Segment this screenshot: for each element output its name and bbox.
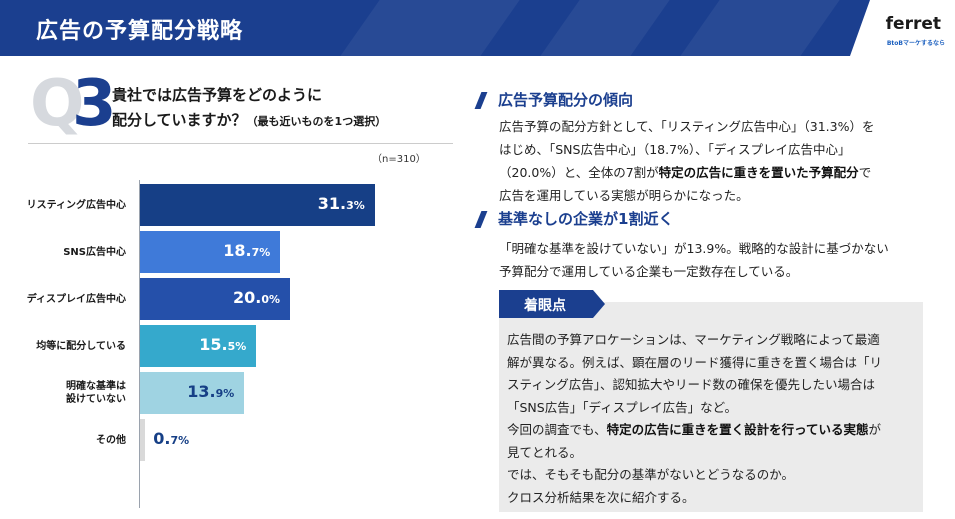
bar-value-suffix: 3% <box>346 199 365 212</box>
category-label: ディスプレイ広告中心 <box>8 293 126 306</box>
bar-value-label: 15.5% <box>199 335 246 354</box>
bar-value-suffix: 9% <box>215 387 235 400</box>
category-label-line: リスティング広告中心 <box>26 199 126 211</box>
section2-heading: 基準なしの企業が1割近く <box>498 210 674 228</box>
category-label-line: 設けていない <box>66 394 126 405</box>
section1-text: 広告予算の配分方針として、「リスティング広告中心」（31.3%）を はじめ、「S… <box>499 115 874 207</box>
bar-chart: リスティング広告中心 31.3% SNS広告中心 18.7% ディスプレイ広告中心 20.… <box>0 170 460 515</box>
bar-value-number: 13. <box>187 382 216 401</box>
bar <box>140 419 146 461</box>
header-stripe <box>680 0 840 56</box>
callout-line: クロス分析結果を次に紹介する。 <box>507 489 695 505</box>
category-label-line: 明確な基準は <box>66 381 126 392</box>
page-title: 広告の予算配分戦略 <box>36 19 244 44</box>
section1-text-span: で <box>858 165 872 180</box>
bar-value-suffix: 7% <box>251 246 271 259</box>
section1-emphasis: 特定の広告に重きを置いた予算配分 <box>658 165 859 180</box>
category-label: 均等に配分している <box>8 340 126 353</box>
callout-line: では、そもそも配分の基準がないとどうなるのか。 <box>507 467 795 482</box>
section1-line: 広告予算の配分方針として、「リスティング広告中心」（31.3%）を <box>499 119 875 134</box>
category-label: SNS広告中心 <box>8 246 126 259</box>
category-label-line: その他 <box>96 434 126 446</box>
logo-panel: ferret BtoBマーケするなら <box>850 0 955 56</box>
section1-heading: 広告予算配分の傾向 <box>498 91 634 109</box>
chart-axis-line <box>139 180 140 508</box>
question-text: 貴社では広告予算をどのように 配分していますか？（最も近いものを1つ選択） <box>112 83 386 134</box>
callout-line: スティング広告」、認知拡大やリード数の確保を優先したい場合は <box>507 377 876 392</box>
question-note: （最も近いものを1つ選択） <box>246 115 387 128</box>
section1-line: （20.0%）と、全体の7割が特定の広告に重きを置いた予算配分で <box>499 161 874 184</box>
bar-value-number: 0. <box>153 429 171 448</box>
bar-value-label: 20.0% <box>233 288 280 307</box>
bar-value-number: 31. <box>317 194 347 213</box>
question-line2-main: 配分していますか？ <box>112 111 247 129</box>
bar-value-number: 20. <box>233 288 262 307</box>
bar <box>140 372 245 414</box>
category-label-line: 均等に配分している <box>36 340 126 352</box>
question-number: 3 <box>72 67 117 141</box>
section1-text-span: （20.0%）と、全体の7割が <box>499 165 659 180</box>
callout-line: 今回の調査でも、特定の広告に重きを置く設計を行っている実態が <box>507 419 882 442</box>
bar-value-suffix: 7% <box>170 434 190 447</box>
callout-emphasis: 特定の広告に重きを置く設計を行っている実態 <box>606 422 869 437</box>
callout-text: 広告間の予算アロケーションは、マーケティング戦略によって最適 解が異なる。例えば… <box>507 329 882 509</box>
callout-text-span: が <box>868 422 882 437</box>
question-divider <box>28 143 453 144</box>
ferret-logo: ferret <box>885 14 941 34</box>
sample-size: （n=310） <box>372 154 426 165</box>
header-stripe <box>540 0 670 56</box>
section2-text: 「明確な基準を設けていない」が13.9%。戦略的な設計に基づかない 予算配分で運… <box>499 237 889 283</box>
category-label-line: SNS広告中心 <box>63 246 126 258</box>
question-line1: 貴社では広告予算をどのように <box>112 86 323 104</box>
question-line2: 配分していますか？（最も近いものを1つ選択） <box>112 108 386 134</box>
logo-tagline: BtoBマーケするなら <box>886 40 945 47</box>
bar-value-label: 18.7% <box>223 241 270 260</box>
category-label: リスティング広告中心 <box>8 199 126 212</box>
question-q-label: Q <box>30 67 84 141</box>
bar <box>140 325 257 367</box>
section2-line: 予算配分で運用している企業も一定数存在している。 <box>499 264 799 279</box>
header-stripe <box>340 0 520 56</box>
callout-line: 解が異なる。例えば、顕在層のリード獲得に重きを置く場合は「リ <box>507 354 883 370</box>
section-marker-icon <box>474 92 488 109</box>
category-label-line: ディスプレイ広告中心 <box>26 293 126 305</box>
section-marker-icon <box>474 211 488 228</box>
callout-line: 広告間の予算アロケーションは、マーケティング戦略によって最適 <box>507 332 880 347</box>
callout-tag: 着眼点 <box>499 290 605 318</box>
header-bar: 広告の予算配分戦略 ferret BtoBマーケするなら <box>0 0 955 56</box>
bar-value-label: 31.3% <box>318 194 365 213</box>
bar-value-suffix: 5% <box>227 340 247 353</box>
callout-text-span: 今回の調査でも、 <box>507 422 607 437</box>
bar <box>140 278 290 320</box>
callout-box <box>499 302 923 512</box>
category-label: その他 <box>8 434 126 447</box>
bar <box>140 184 375 226</box>
bar-value-suffix: 0% <box>261 293 281 306</box>
callout-tag-label: 着眼点 <box>524 298 566 314</box>
bar-value-number: 18. <box>223 241 252 260</box>
section1-line: はじめ、「SNS広告中心」（18.7%）、「ディスプレイ広告中心」 <box>499 142 851 157</box>
bar-value-label: 0.7% <box>153 429 189 448</box>
category-label: 明確な基準は 設けていない <box>8 380 126 406</box>
bar <box>140 231 281 273</box>
section1-line: 広告を運用している実態が明らかになった。 <box>499 188 749 203</box>
bar-value-number: 15. <box>199 335 228 354</box>
bar-value-label: 13.9% <box>187 382 234 401</box>
section2-line: 「明確な基準を設けていない」が13.9%。戦略的な設計に基づかない <box>499 241 889 256</box>
callout-line: 見てとれる。 <box>507 444 583 460</box>
callout-line: 「SNS広告」「ディスプレイ広告」など。 <box>507 399 737 415</box>
